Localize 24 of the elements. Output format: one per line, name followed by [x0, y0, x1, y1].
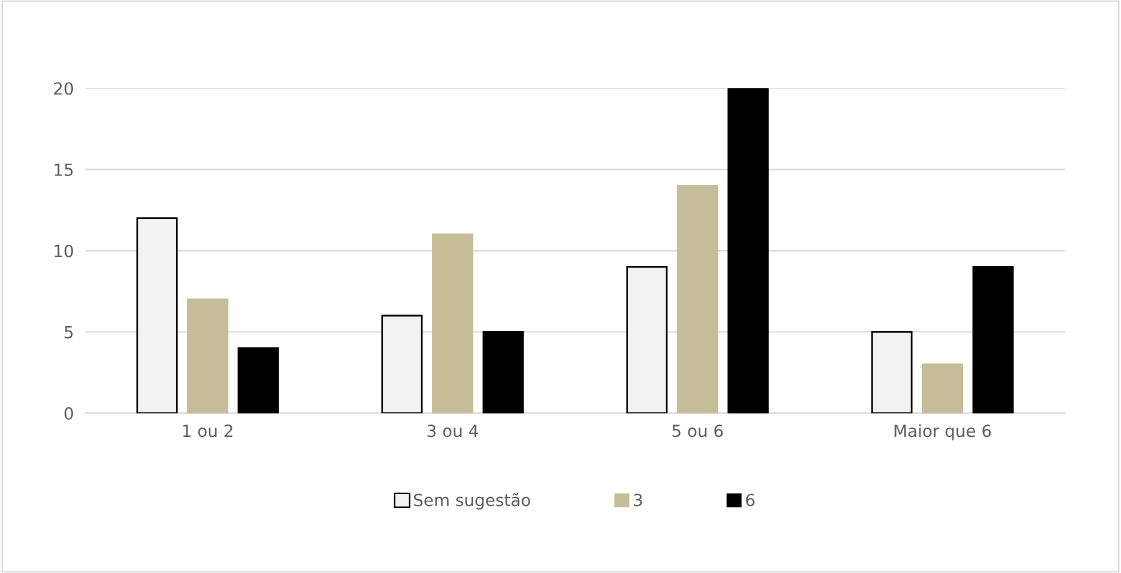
bar [676, 184, 719, 414]
y-tick-label: 15 [54, 163, 73, 177]
x-tick-label: 1 ou 2 [183, 424, 233, 438]
x-tick-label: 3 ou 4 [427, 424, 478, 438]
bar [482, 331, 524, 414]
y-tick-label: 20 [54, 82, 73, 95]
legend-label: 6 [746, 493, 755, 507]
bar [381, 314, 423, 414]
legend-label: Sem sugestão [414, 493, 531, 510]
x-tick-label: 5 ou 6 [672, 424, 723, 438]
x-tick-label: Maior que 6 [894, 424, 991, 441]
bar [136, 217, 178, 414]
y-tick-label: 10 [54, 244, 73, 258]
bar [431, 233, 474, 414]
bar [237, 347, 279, 414]
bar [187, 298, 229, 414]
legend-label: 3 [633, 493, 642, 507]
bar [871, 331, 913, 414]
y-tick-label: 0 [64, 407, 73, 420]
y-tick-label: 5 [64, 326, 73, 339]
bar [921, 363, 964, 414]
bar [626, 266, 668, 414]
bar [972, 266, 1014, 414]
bar [727, 88, 769, 414]
